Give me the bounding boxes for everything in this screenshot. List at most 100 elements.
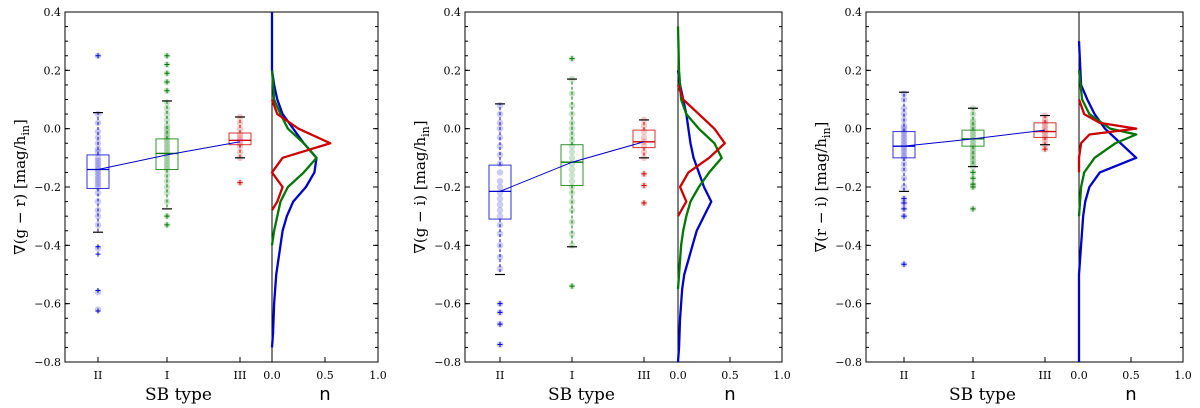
outlier-marker [164,79,170,85]
box-II [86,52,110,314]
y-axis-label-main: ∇(g − r) [mag/h [11,135,29,254]
outlier-marker [237,180,243,186]
box-III [1033,112,1057,153]
outlier-marker [95,308,101,314]
x-category-label: II [94,369,103,382]
outlier-marker [497,309,503,315]
data-point [94,174,102,182]
x-category-label: I [165,369,169,382]
data-point [496,183,504,191]
data-point [496,212,504,220]
data-point [1041,131,1049,138]
y-tick-label: −0.6 [34,298,61,311]
hist-line-II [1077,41,1138,362]
data-point [163,110,171,118]
y-tick-label: −0.2 [835,181,862,194]
y-axis-label-end: ] [812,122,830,128]
data-point [1041,122,1049,130]
hist-x-tick-label: 1.0 [1174,369,1192,382]
y-axis-label-subscript: in [419,126,432,137]
hist-line-II [676,70,713,363]
data-point [94,172,102,179]
y-tick-label: 0.2 [44,64,62,77]
outlier-marker [970,175,976,181]
data-point [163,154,171,162]
y-tick-label: −0.8 [835,356,862,369]
data-point [900,151,908,159]
data-point [568,154,576,162]
data-point [94,169,102,176]
outlier-marker [164,222,170,228]
y-tick-label: −0.4 [434,239,461,252]
hist-line-II [270,12,318,348]
data-point [568,148,576,156]
mean-trend-line [499,141,645,192]
hist-x-tick-label: 0.5 [721,369,739,382]
box-III [228,113,252,186]
outlier-marker [970,169,976,175]
data-point [568,177,576,185]
data-point [969,151,977,159]
box-iqr [632,129,656,149]
data-point [969,122,977,130]
data-point [163,163,171,170]
box-III [632,116,656,207]
data-point [163,139,171,147]
outlier-marker [569,283,575,289]
outlier-marker [641,200,647,206]
y-tick-label: 0.4 [845,6,863,19]
y-tick-label: −0.6 [835,298,862,311]
hist-x-tick-label: 0.0 [669,369,687,382]
data-point [496,142,504,150]
y-tick-label: 0.4 [444,6,462,19]
data-point [900,104,908,112]
x-axis-label: SB type [949,385,1016,405]
y-axis-label-end: ] [11,119,29,125]
box-iqr [961,129,985,147]
data-point [568,137,576,144]
outlier-marker [164,53,170,59]
data-point [496,230,504,237]
data-point [163,157,171,165]
y-axis-label: ∇(g − r) [mag/hin] [11,119,32,255]
hist-line-I [676,26,723,290]
mean-trend-line [97,141,241,170]
hist-line-I [1077,70,1138,217]
data-point [640,134,648,141]
y-tick-label: 0.4 [44,6,62,19]
hist-x-tick-label: 0.5 [1122,369,1140,382]
outlier-marker [164,70,170,76]
data-point [163,189,171,197]
y-axis-label-subscript: in [19,125,32,136]
y-tick-label: 0.0 [845,123,863,136]
y-axis-label-end: ] [411,120,429,126]
data-point [163,122,171,130]
outlier-marker [95,244,101,250]
data-point [969,157,977,165]
x-axis-label: SB type [145,385,212,405]
outlier-marker [164,62,170,67]
outlier-marker [901,200,907,206]
outlier-marker [901,196,907,202]
data-point [94,154,102,162]
outlier-marker [497,321,503,327]
x-category-label: III [637,369,650,382]
plot-frame [865,11,1184,363]
data-point [900,148,908,156]
x-axis-label: SB type [548,385,615,405]
chart-panel-1: 0.40.20.0−0.2−0.4−0.6−0.8II I III 0.0 0.5 1.0… [11,6,387,405]
outlier-marker [569,56,575,62]
y-axis-label: ∇(r − i) [mag/hin] [812,122,833,253]
mean-trend-line [903,129,1046,147]
hist-line-III [1077,99,1138,173]
x-category-label: I [971,369,975,382]
hist-line-I [270,70,318,246]
x-category-label: II [496,369,505,382]
data-point [900,134,908,141]
chart-panel-3: 0.40.20.0−0.2−0.4−0.6−0.8II I III 0.0 0.5 1.0… [812,6,1192,405]
y-tick-label: −0.4 [835,239,862,252]
hist-x-tick-label: 0.0 [1070,369,1088,382]
y-tick-label: 0.0 [444,123,462,136]
data-point [496,177,504,185]
